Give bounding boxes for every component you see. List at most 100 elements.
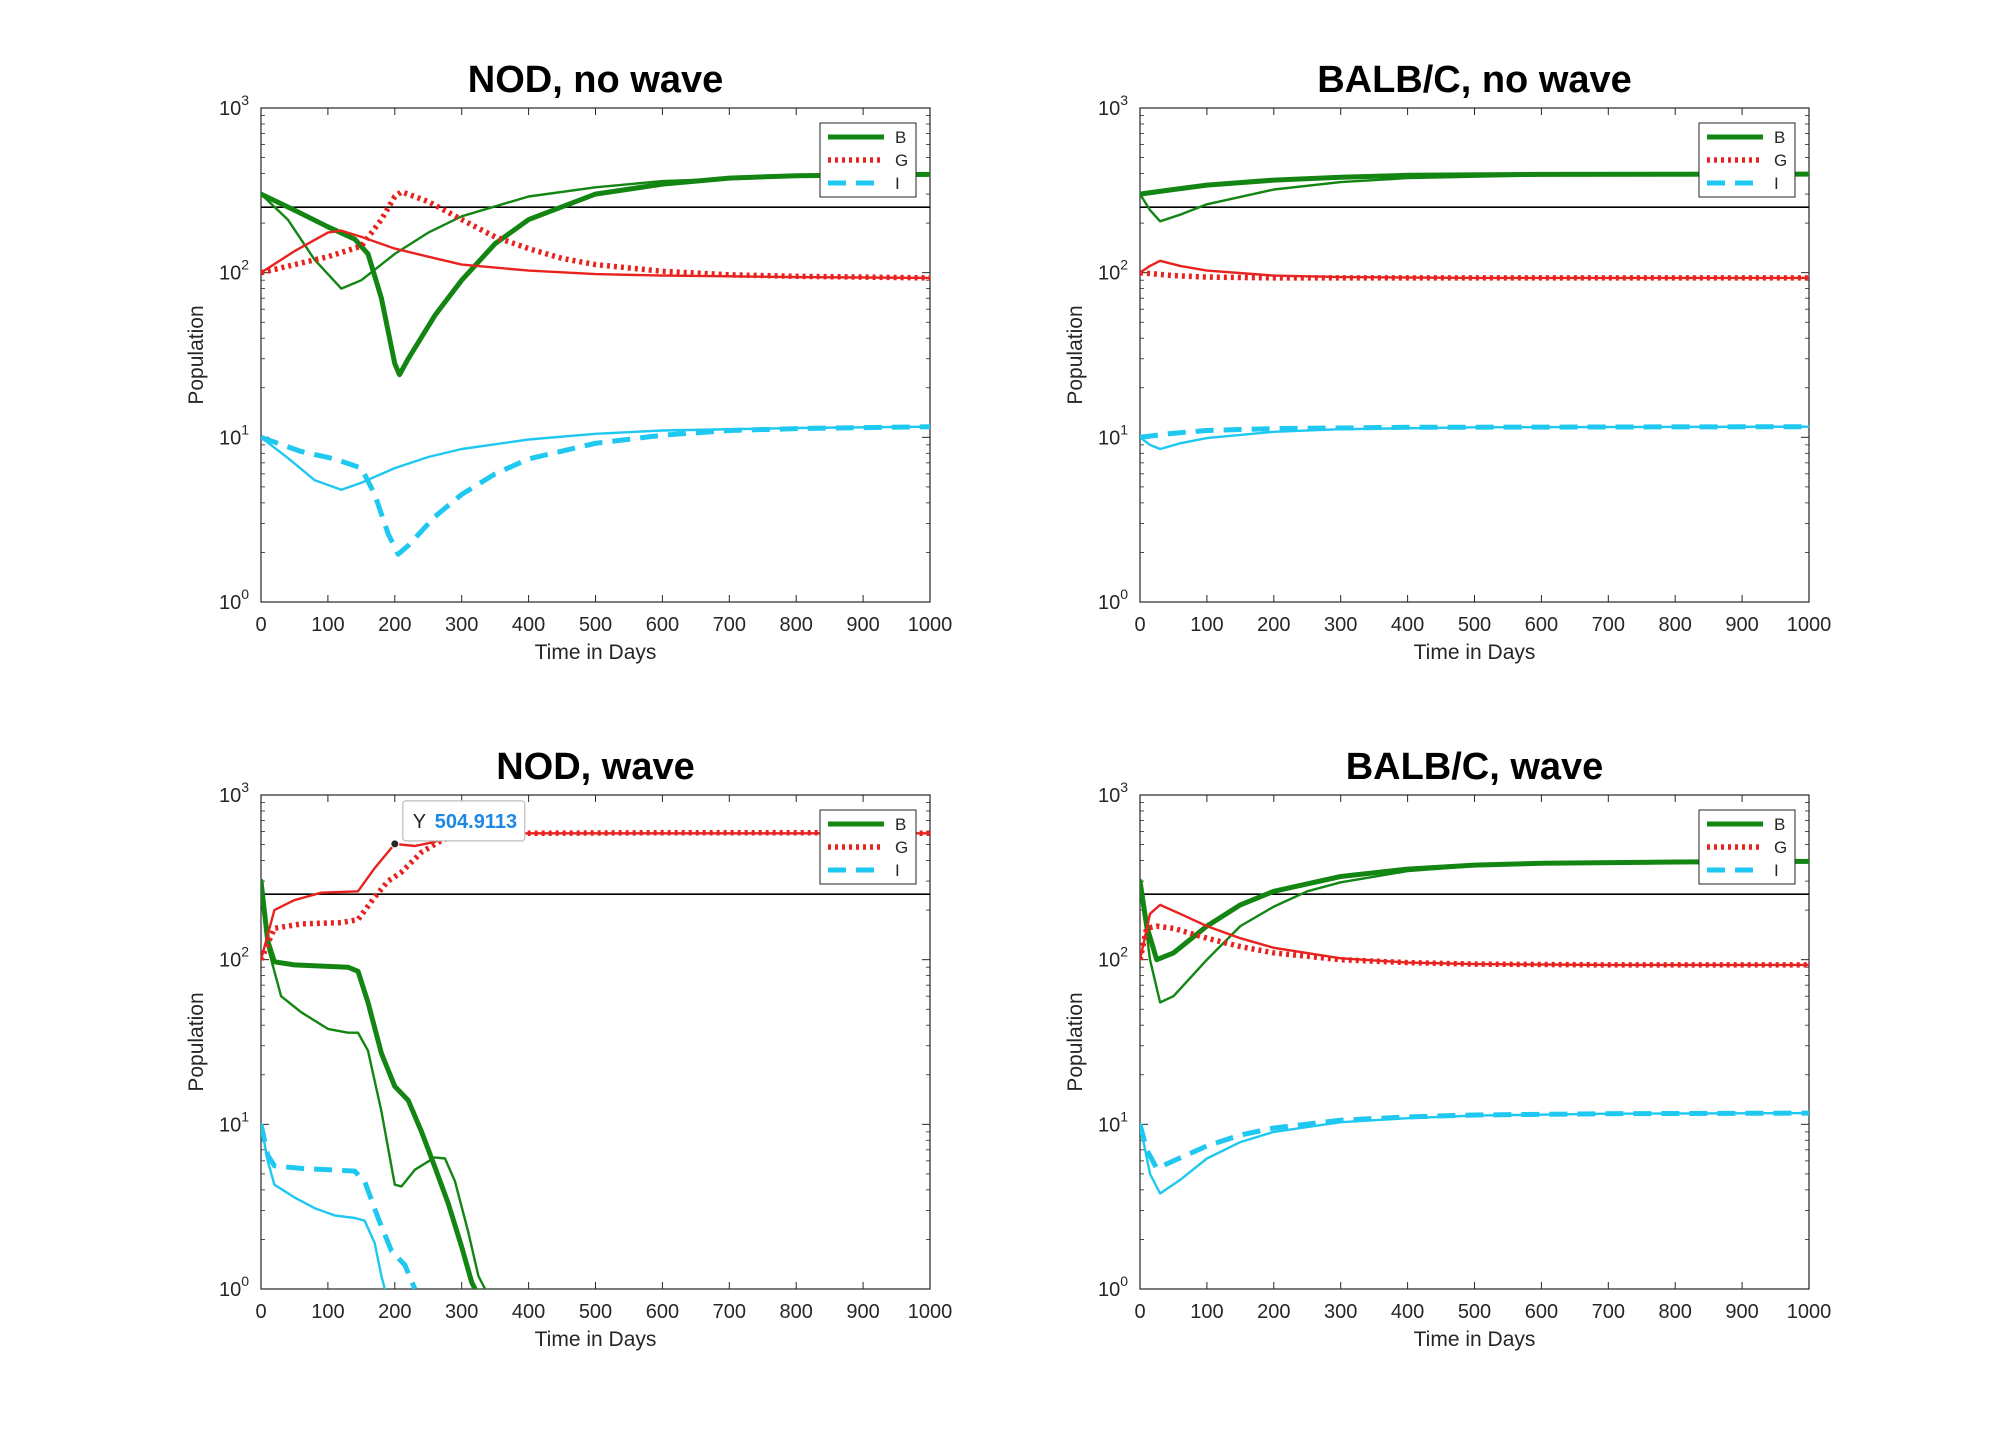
data-tip[interactable]: Y 504.9113 [390,800,526,849]
x-tick-label: 300 [445,614,478,636]
x-tick-label: 300 [1324,1301,1357,1323]
y-tick-base: 10 [219,263,241,285]
legend-label-i: I [1774,861,1779,880]
chart-title: NOD, wave [496,746,695,788]
legend: BGI [1698,809,1796,885]
x-tick-label: 900 [1725,1301,1758,1323]
series-line-b-thin [261,173,930,290]
y-tick-label: 100 [1098,1273,1128,1301]
x-tick-label: 600 [646,1301,679,1323]
y-tick-label: 100 [219,586,249,614]
y-tick-label: 101 [1098,1108,1128,1136]
y-tick-label: 103 [219,92,249,120]
legend: BGI [819,122,917,198]
y-tick-exponent: 0 [241,1273,249,1289]
legend-label-i: I [1774,174,1779,193]
x-tick-label: 0 [1134,1301,1145,1323]
x-tick-label: 800 [780,1301,813,1323]
x-tick-label: 1000 [1787,614,1832,636]
series-group [1140,858,1809,1195]
y-tick-exponent: 2 [1120,257,1128,273]
x-tick-label: 700 [713,1301,746,1323]
y-tick-label: 103 [1098,779,1128,807]
x-tick-label: 500 [1458,1301,1491,1323]
x-tick-label: 200 [378,614,411,636]
legend: BGI [1698,122,1796,198]
legend-label-g: G [895,838,908,857]
legend-label-g: G [1774,838,1787,857]
y-tick-base: 10 [1098,98,1120,120]
x-tick-label: 300 [445,1301,478,1323]
x-tick-label: 200 [1257,614,1290,636]
x-tick-label: 700 [1592,614,1625,636]
legend: BGI [819,809,917,885]
series-line-b-thin [261,879,487,1289]
x-tick-label: 100 [311,1301,344,1323]
x-tick-label: 600 [1525,1301,1558,1323]
x-tick-label: 400 [1391,1301,1424,1323]
y-tick-label: 101 [1098,421,1128,449]
series-line-i-thin [1140,1111,1809,1195]
y-tick-exponent: 1 [241,421,249,437]
x-tick-label: 600 [1525,614,1558,636]
x-tick-label: 400 [512,1301,545,1323]
x-tick-label: 900 [846,614,879,636]
x-tick-label: 800 [1659,614,1692,636]
y-tick-label: 100 [1098,586,1128,614]
x-tick-label: 800 [1659,1301,1692,1323]
y-tick-base: 10 [1098,263,1120,285]
data-tip-prefix: Y [413,811,426,833]
legend-label-b: B [1774,128,1785,147]
legend-label-i: I [895,861,900,880]
x-tick-label: 100 [311,614,344,636]
y-tick-base: 10 [1098,1114,1120,1136]
x-tick-label: 0 [1134,614,1145,636]
y-tick-exponent: 3 [241,92,249,108]
series-line-i-thick [261,424,930,557]
series-group [1140,171,1809,451]
y-tick-base: 10 [1098,427,1120,449]
y-tick-exponent: 1 [241,1108,249,1124]
y-tick-exponent: 2 [241,944,249,960]
plot-area [1139,107,1810,603]
x-tick-label: 0 [255,614,266,636]
y-tick-base: 10 [219,592,241,614]
x-tick-label: 200 [1257,1301,1290,1323]
x-tick-label: 400 [1391,614,1424,636]
x-tick-label: 100 [1190,1301,1223,1323]
x-tick-label: 500 [579,614,612,636]
y-tick-label: 102 [219,257,249,285]
x-tick-label: 100 [1190,614,1223,636]
y-tick-base: 10 [219,1279,241,1301]
data-tip-marker [390,839,400,849]
y-tick-label: 102 [1098,257,1128,285]
x-tick-label: 1000 [908,614,953,636]
series-line-b-thick [261,878,478,1289]
x-tick-label: 700 [1592,1301,1625,1323]
y-tick-base: 10 [219,785,241,807]
y-tick-exponent: 3 [1120,779,1128,795]
x-axis-label: Time in Days [535,1328,657,1351]
y-tick-label: 102 [219,944,249,972]
legend-label-g: G [895,151,908,170]
y-tick-label: 102 [1098,944,1128,972]
y-tick-exponent: 0 [241,586,249,602]
y-axis-label: Population [185,305,208,404]
legend-label-b: B [895,815,906,834]
chart-title: BALB/C, no wave [1317,59,1632,101]
y-tick-exponent: 0 [1120,1273,1128,1289]
series-line-b-thin [1140,860,1809,1004]
x-tick-label: 500 [579,1301,612,1323]
legend-label-b: B [1774,815,1785,834]
y-tick-exponent: 2 [241,257,249,273]
chart-title: NOD, no wave [468,59,724,101]
x-tick-label: 900 [846,1301,879,1323]
y-tick-exponent: 1 [1120,1108,1128,1124]
y-tick-base: 10 [219,950,241,972]
plot-area [1139,794,1810,1290]
x-tick-label: 1000 [1787,1301,1832,1323]
